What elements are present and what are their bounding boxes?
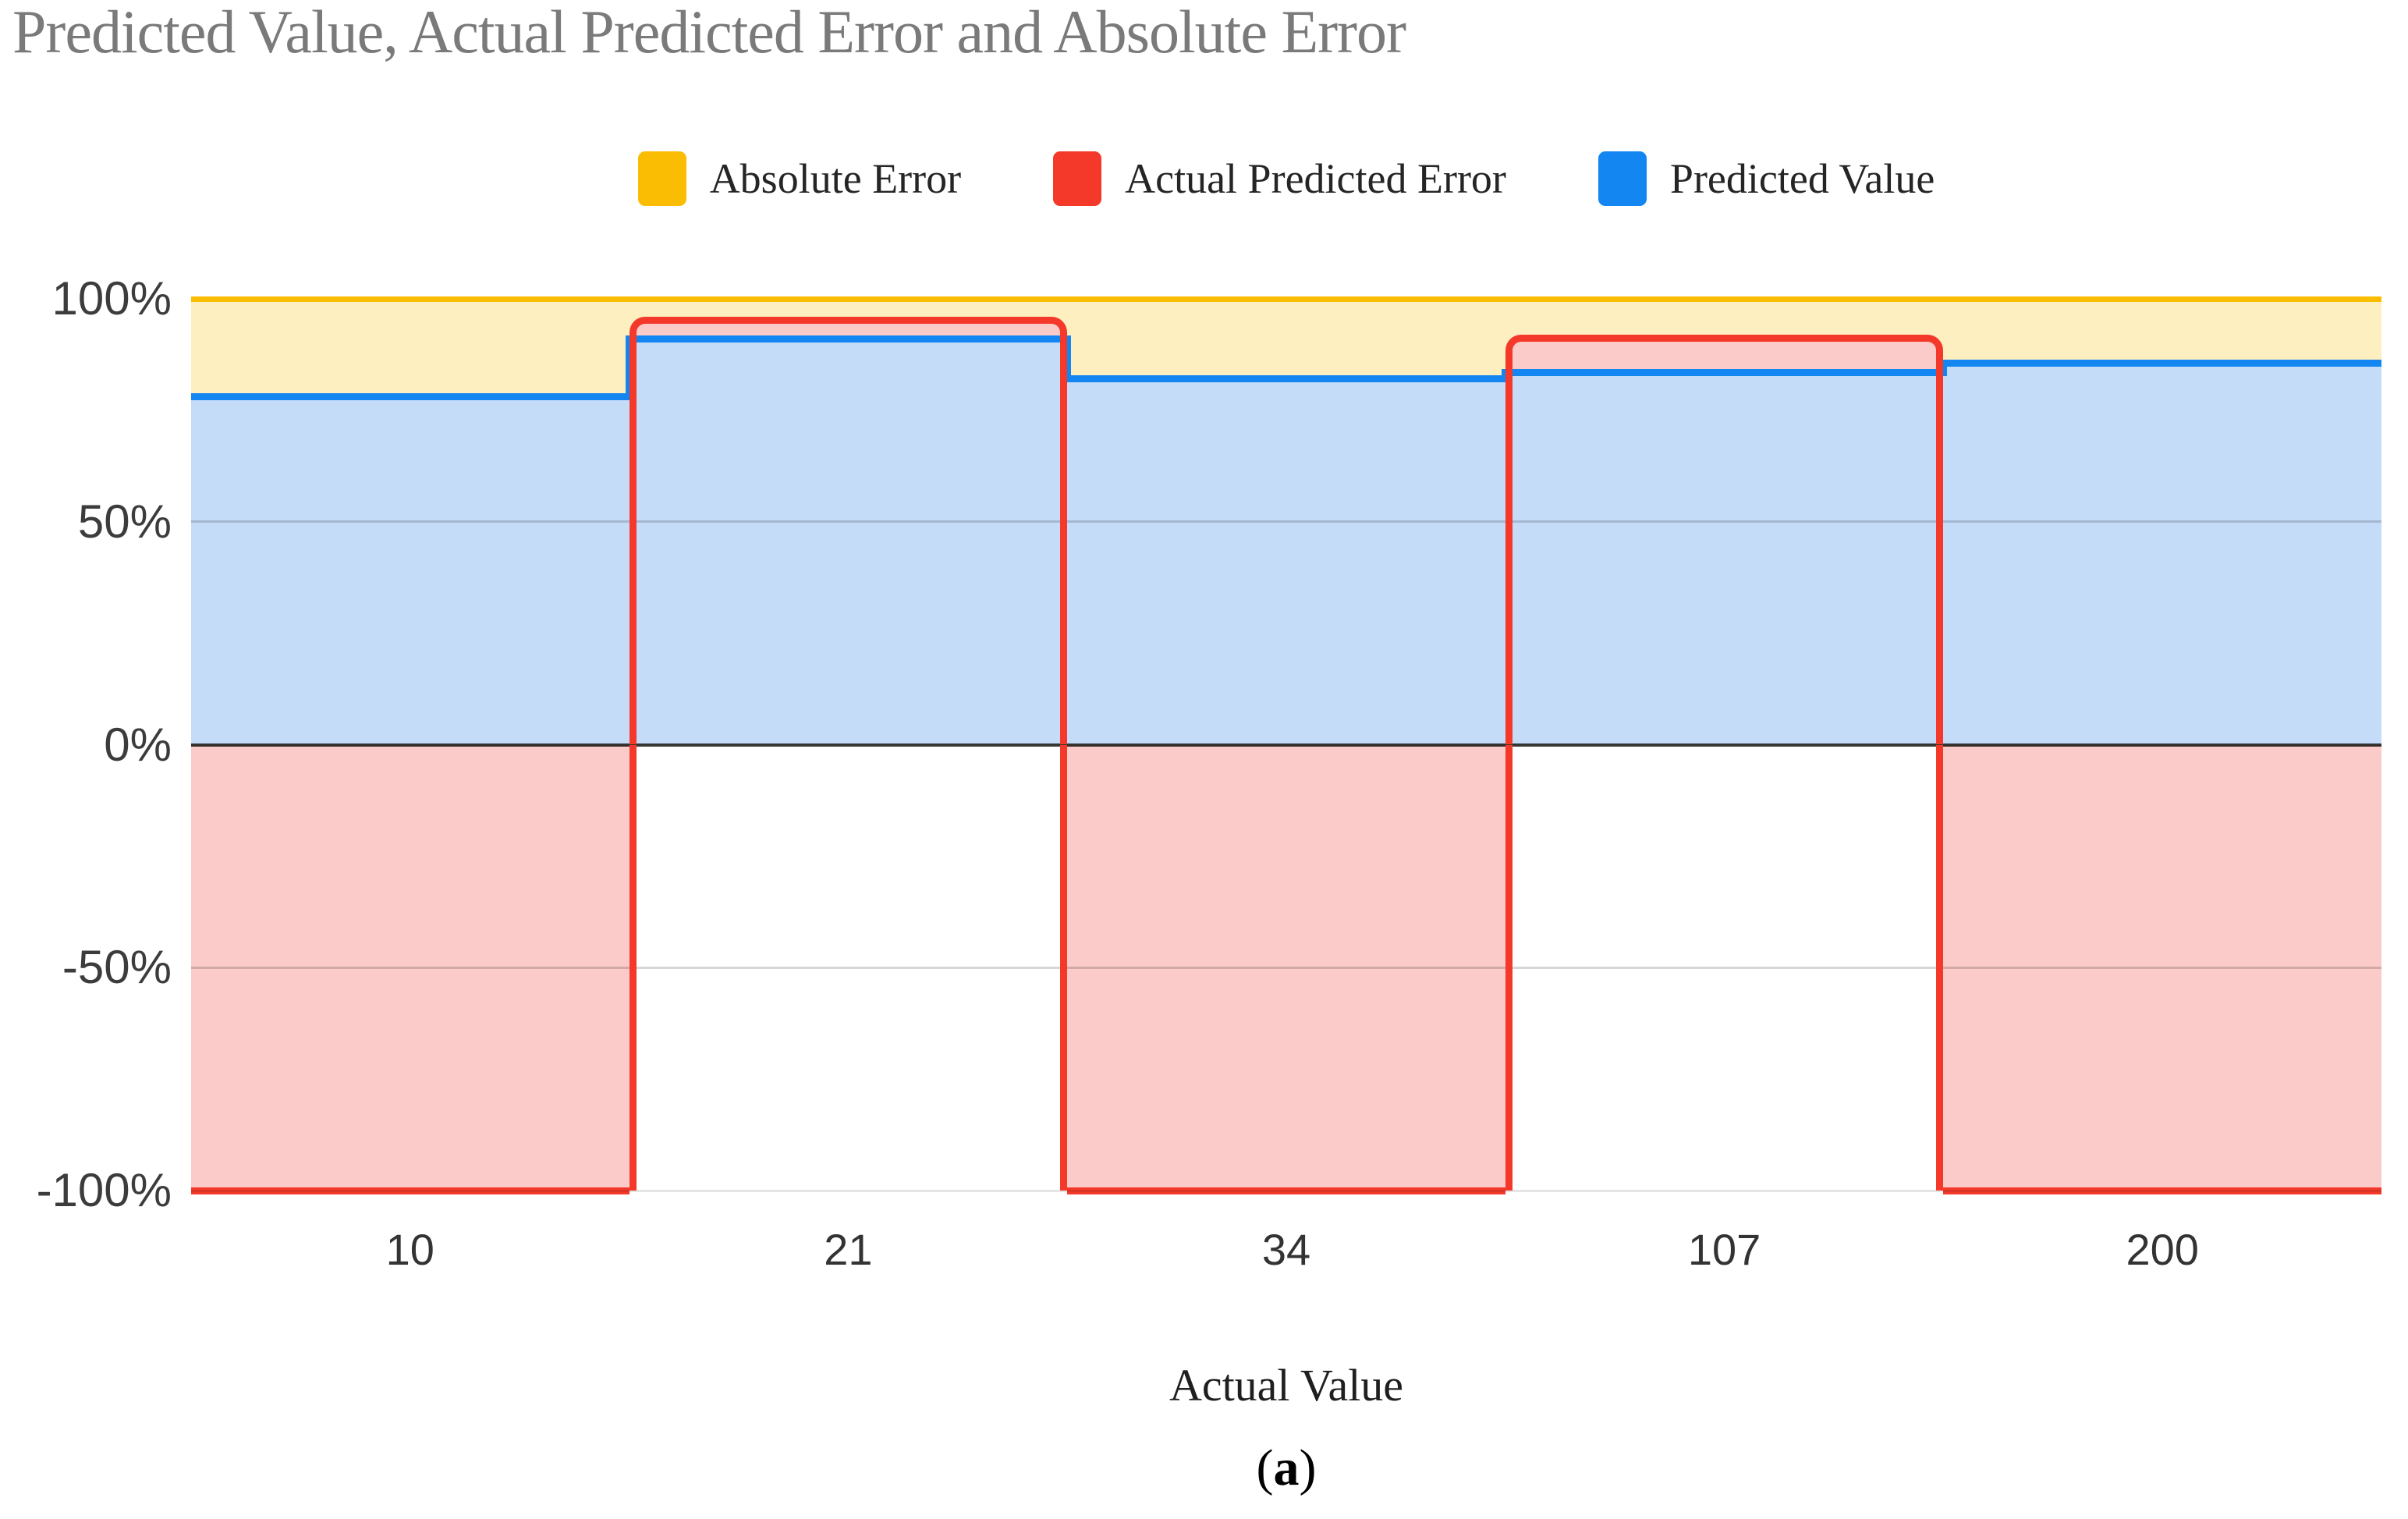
legend-label: Actual Predicted Error (1125, 155, 1506, 202)
step-actual-predicted-error-1 (629, 744, 637, 1191)
figure-caption: (a) (191, 1439, 2381, 1498)
legend-label: Absolute Error (709, 155, 962, 202)
legend-label: Predicted Value (1669, 155, 1935, 202)
caption-letter: a (1273, 1439, 1300, 1496)
gridline--50 (191, 966, 2381, 969)
y-tick-label--100: -100% (36, 1164, 172, 1216)
x-tick-label-107: 107 (1687, 1225, 1761, 1274)
caption-close-paren: ) (1299, 1439, 1317, 1496)
area-predicted-value-10 (191, 396, 629, 745)
gridline-50 (191, 520, 2381, 523)
x-axis-title: Actual Value (1169, 1360, 1404, 1411)
line-absolute-error-10 (191, 296, 629, 302)
x-tick-label-10: 10 (385, 1225, 434, 1274)
legend: Absolute Error Actual Predicted Error Pred… (191, 144, 2381, 214)
caption-open-paren: ( (1256, 1439, 1274, 1496)
outline-actual-predicted-error-107 (1505, 334, 1944, 745)
line-absolute-error-21 (629, 296, 1068, 302)
step-predicted-value-2 (1063, 335, 1071, 383)
area-predicted-value-21 (629, 339, 1068, 745)
outline-actual-predicted-error-21 (629, 316, 1068, 745)
line-predicted-value-34 (1067, 375, 1505, 383)
line-predicted-value-10 (191, 393, 629, 401)
line-predicted-value-107 (1505, 368, 1944, 376)
area-predicted-value-107 (1505, 372, 1944, 745)
line-actual-predicted-error-34 (1067, 1187, 1505, 1194)
area-predicted-value-200 (1943, 363, 2381, 745)
y-tick-label--50: -50% (62, 941, 172, 994)
chart-title: Predicted Value, Actual Predicted Error … (12, 0, 1406, 66)
area-actual-predicted-error-10 (191, 744, 629, 1191)
x-tick-label-34: 34 (1261, 1225, 1311, 1274)
predicted-value-swatch-icon (1598, 151, 1647, 206)
actual-predicted-error-swatch-icon (1053, 151, 1102, 206)
legend-item-absolute-error: Absolute Error (637, 151, 962, 206)
y-tick-label-0: 0% (104, 718, 172, 771)
absolute-error-swatch-icon (637, 151, 686, 206)
y-tick-label-50: 50% (77, 495, 172, 548)
step-actual-predicted-error-4 (1936, 744, 1944, 1191)
step-predicted-value-4 (1939, 360, 1947, 376)
x-tick-label-21: 21 (824, 1225, 873, 1274)
line-actual-predicted-error-200 (1943, 1187, 2381, 1194)
legend-item-actual-predicted-error: Actual Predicted Error (1053, 151, 1506, 206)
area-actual-predicted-error-200 (1943, 744, 2381, 1191)
line-absolute-error-107 (1505, 296, 1944, 302)
area-predicted-value-34 (1067, 378, 1505, 745)
line-absolute-error-200 (1943, 296, 2381, 302)
line-absolute-error-34 (1067, 296, 1505, 302)
step-actual-predicted-error-3 (1505, 744, 1513, 1191)
gridline-0 (191, 743, 2381, 747)
step-actual-predicted-error-2 (1060, 744, 1068, 1191)
gridline--100 (191, 1189, 2381, 1192)
line-actual-predicted-error-10 (191, 1187, 629, 1194)
legend-item-predicted-value: Predicted Value (1598, 151, 1935, 206)
area-actual-predicted-error-34 (1067, 744, 1505, 1191)
plot-area (191, 296, 2381, 1194)
line-predicted-value-21 (629, 335, 1068, 342)
line-predicted-value-200 (1943, 360, 2381, 367)
x-tick-label-200: 200 (2126, 1225, 2199, 1274)
y-tick-label-100: 100% (51, 272, 172, 325)
